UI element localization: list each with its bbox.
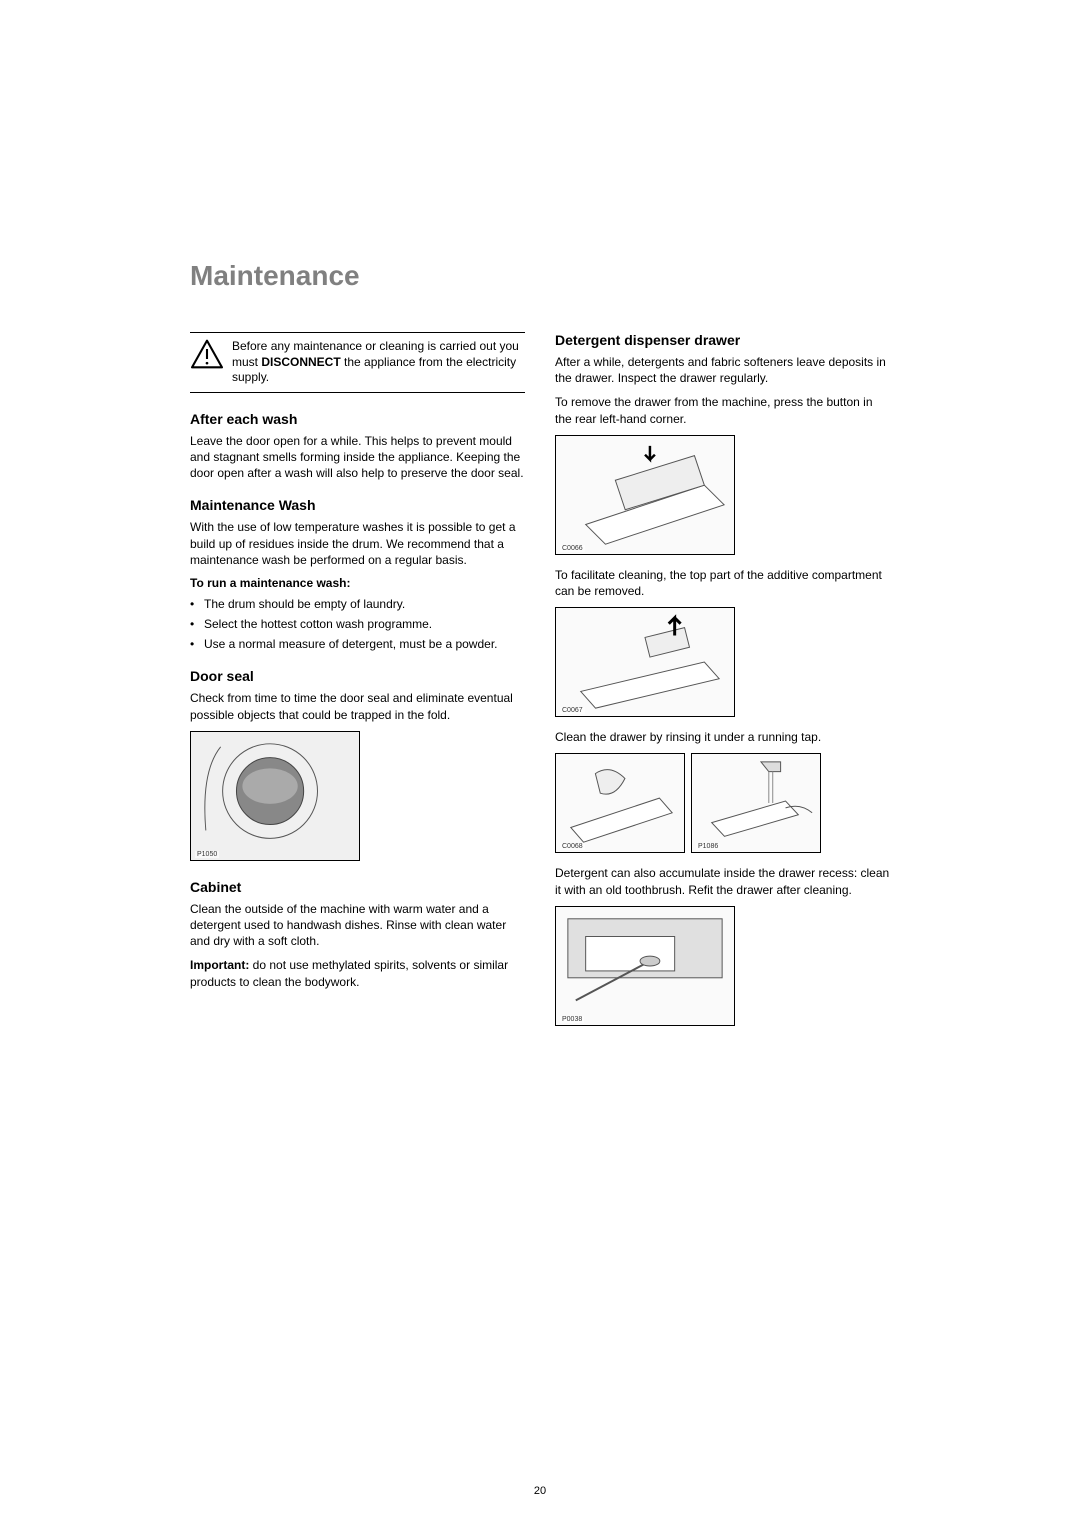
additive-compartment-illustration: C0067 <box>555 607 735 717</box>
dispenser-p5: Detergent can also accumulate inside the… <box>555 865 890 897</box>
page-title: Maintenance <box>190 260 890 292</box>
warning-bold: DISCONNECT <box>261 355 340 369</box>
rinse-illustration-row: C0068 P1086 <box>555 753 890 853</box>
cabinet-heading: Cabinet <box>190 879 525 895</box>
maint-wash-body: With the use of low temperature washes i… <box>190 519 525 568</box>
dispenser-p1: After a while, detergents and fabric sof… <box>555 354 890 386</box>
door-seal-heading: Door seal <box>190 668 525 684</box>
warning-text: Before any maintenance or cleaning is ca… <box>232 339 525 386</box>
rinse-illustration-b: P1086 <box>691 753 821 853</box>
drawer-recess-illustration: P0038 <box>555 906 735 1026</box>
manual-page: Maintenance Before any maintenance or cl… <box>0 0 1080 1527</box>
rinse-illustration-a: C0068 <box>555 753 685 853</box>
page-number: 20 <box>534 1485 546 1497</box>
illustration-label: C0066 <box>560 545 585 552</box>
illustration-label: P1050 <box>195 851 219 858</box>
illustration-label: P0038 <box>560 1016 584 1023</box>
dispenser-p4: Clean the drawer by rinsing it under a r… <box>555 729 890 745</box>
dispenser-heading: Detergent dispenser drawer <box>555 332 890 348</box>
two-column-layout: Before any maintenance or cleaning is ca… <box>190 332 890 1026</box>
after-wash-body: Leave the door open for a while. This he… <box>190 433 525 482</box>
door-seal-body: Check from time to time the door seal an… <box>190 690 525 722</box>
maint-wash-list: The drum should be empty of laundry. Sel… <box>190 596 525 653</box>
dispenser-p3: To facilitate cleaning, the top part of … <box>555 567 890 599</box>
list-item: The drum should be empty of laundry. <box>190 596 525 612</box>
maint-wash-subheading: To run a maintenance wash: <box>190 576 525 590</box>
after-wash-heading: After each wash <box>190 411 525 427</box>
dispenser-p2: To remove the drawer from the machine, p… <box>555 394 890 426</box>
cabinet-body: Clean the outside of the machine with wa… <box>190 901 525 950</box>
illustration-label: C0067 <box>560 707 585 714</box>
right-column: Detergent dispenser drawer After a while… <box>555 332 890 1026</box>
maint-wash-heading: Maintenance Wash <box>190 497 525 513</box>
warning-box: Before any maintenance or cleaning is ca… <box>190 332 525 393</box>
drawer-remove-illustration: C0066 <box>555 435 735 555</box>
warning-icon <box>190 339 224 374</box>
list-item: Use a normal measure of detergent, must … <box>190 636 525 652</box>
door-seal-illustration: P1050 <box>190 731 360 861</box>
important-label: Important: <box>190 958 249 972</box>
illustration-label: P1086 <box>696 843 720 850</box>
left-column: Before any maintenance or cleaning is ca… <box>190 332 525 1026</box>
cabinet-important: Important: do not use methylated spirits… <box>190 957 525 989</box>
illustration-label: C0068 <box>560 843 585 850</box>
list-item: Select the hottest cotton wash programme… <box>190 616 525 632</box>
